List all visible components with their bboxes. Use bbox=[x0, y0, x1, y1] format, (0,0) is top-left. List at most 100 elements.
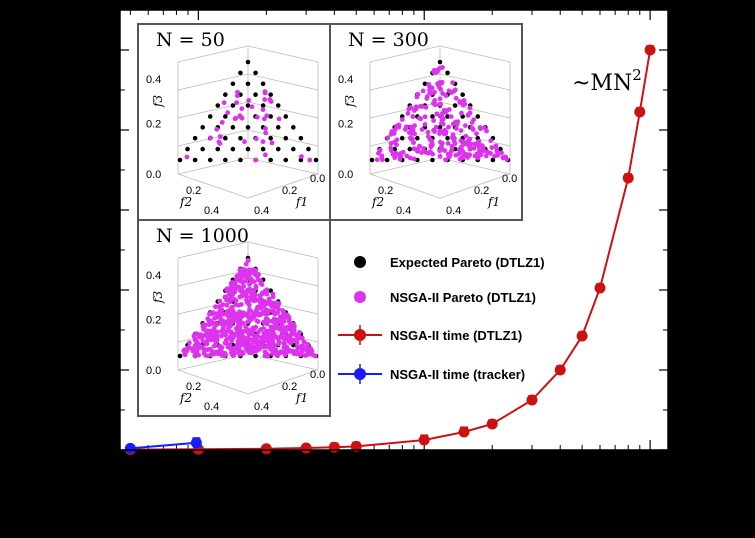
nsga-pareto-point bbox=[282, 315, 287, 321]
inset-z-tick: 0.4 bbox=[146, 270, 161, 282]
inset-3d-box-edge bbox=[177, 241, 249, 259]
expected-pareto-point bbox=[230, 125, 236, 130]
inset-3d-box-edge bbox=[369, 45, 441, 63]
nsga-pareto-point bbox=[221, 100, 227, 106]
nsga-pareto-point bbox=[243, 324, 248, 330]
nsga-pareto-point bbox=[276, 301, 282, 306]
inset-z-tick: 0.0 bbox=[146, 365, 161, 377]
expected-pareto-point bbox=[223, 157, 228, 163]
expected-pareto-point bbox=[223, 92, 228, 97]
inset-z-tick: 0.0 bbox=[146, 169, 161, 181]
inset-z-tick: 0.2 bbox=[146, 119, 161, 131]
nsga-pareto-point bbox=[222, 320, 228, 326]
nsga-pareto-point bbox=[288, 340, 294, 346]
nsga-pareto-point bbox=[437, 153, 443, 159]
nsga-pareto-point bbox=[253, 283, 259, 289]
nsga-pareto-point bbox=[262, 116, 267, 122]
expected-pareto-point bbox=[245, 59, 251, 65]
expected-pareto-point bbox=[238, 157, 243, 163]
expected-pareto-point bbox=[291, 125, 296, 130]
nsga-pareto-point bbox=[421, 146, 426, 151]
nsga-pareto-point bbox=[450, 134, 455, 140]
expected-pareto-point bbox=[230, 81, 236, 87]
nsga-pareto-point bbox=[427, 149, 433, 155]
nsga-pareto-point bbox=[226, 328, 232, 334]
expected-pareto-point bbox=[260, 81, 266, 87]
legend-label: NSGA-II time (tracker) bbox=[390, 367, 525, 382]
nsga-pareto-point bbox=[242, 271, 247, 277]
nsga-pareto-point bbox=[198, 332, 204, 338]
nsga-pareto-point bbox=[192, 353, 198, 359]
x-tick-label-base: 10 bbox=[626, 469, 654, 494]
nsga-pareto-point bbox=[256, 346, 262, 352]
inset-title: N = 300 bbox=[348, 29, 429, 51]
nsga-pareto-point bbox=[437, 113, 443, 119]
nsga-pareto-point bbox=[270, 347, 275, 352]
nsga-pareto-point bbox=[261, 326, 266, 331]
nsga-pareto-point bbox=[290, 348, 295, 354]
expected-pareto-point bbox=[283, 157, 289, 163]
nsga-pareto-point bbox=[225, 110, 231, 116]
nsga-pareto-point bbox=[428, 142, 434, 148]
nsga-pareto-point bbox=[420, 88, 426, 94]
expected-pareto-point bbox=[245, 125, 251, 130]
inset-grid-line bbox=[247, 101, 319, 119]
nsga-pareto-point bbox=[297, 330, 302, 335]
nsga-pareto-point bbox=[228, 288, 233, 294]
nsga-pareto-point bbox=[261, 330, 267, 336]
x-axis-label: Population Size bbox=[294, 494, 514, 527]
nsga-pareto-point bbox=[467, 105, 473, 111]
nsga-pareto-point bbox=[305, 341, 311, 347]
inset-x-tick: 0.0 bbox=[310, 369, 325, 381]
nsga-pareto-point bbox=[185, 345, 191, 351]
expected-pareto-point bbox=[192, 135, 198, 141]
inset-frame bbox=[329, 23, 523, 221]
nsga-pareto-point bbox=[214, 333, 220, 339]
nsga-pareto-point bbox=[276, 339, 282, 345]
nsga-pareto-point bbox=[234, 330, 240, 336]
scaling-annotation: ~MN2 bbox=[572, 66, 642, 96]
nsga-pareto-point bbox=[203, 341, 208, 347]
nsga-pareto-point bbox=[213, 304, 218, 310]
nsga-pareto-point bbox=[262, 299, 267, 304]
nsga-pareto-point bbox=[453, 152, 459, 158]
nsga-pareto-point bbox=[458, 128, 464, 134]
nsga-pareto-point bbox=[276, 325, 281, 331]
inset-z-tick: 0.2 bbox=[338, 119, 353, 131]
nsga-pareto-point bbox=[299, 154, 304, 159]
nsga-pareto-point bbox=[191, 333, 197, 339]
nsga-pareto-point bbox=[454, 121, 460, 127]
nsga-pareto-point bbox=[393, 150, 399, 156]
nsga-pareto-point bbox=[493, 143, 499, 149]
nsga-pareto-point bbox=[267, 97, 273, 102]
expected-pareto-point bbox=[223, 114, 228, 119]
nsga-pareto-point bbox=[213, 322, 219, 328]
nsga-pareto-point bbox=[246, 98, 252, 103]
inset-3d-box-edge bbox=[247, 45, 319, 63]
nsga-pareto-point bbox=[282, 325, 288, 331]
legend-marker bbox=[354, 329, 366, 341]
inset-z-label: f3 bbox=[343, 95, 357, 108]
expected-pareto-point bbox=[445, 135, 450, 141]
nsga-pareto-point bbox=[280, 308, 286, 313]
nsga-pareto-point bbox=[196, 352, 202, 358]
inset-y-tick: 0.4 bbox=[204, 205, 219, 217]
nsga-pareto-point bbox=[450, 121, 456, 127]
nsga-pareto-point bbox=[446, 107, 452, 112]
series-line bbox=[130, 441, 197, 450]
data-point bbox=[644, 44, 656, 56]
inset-z-tick: 0.0 bbox=[338, 169, 353, 181]
nsga-pareto-point bbox=[217, 298, 223, 304]
nsga-pareto-point bbox=[483, 153, 489, 159]
nsga-pareto-point bbox=[262, 97, 268, 102]
nsga-pareto-point bbox=[419, 150, 424, 156]
expected-pareto-point bbox=[215, 103, 221, 108]
inset-grid-line bbox=[177, 129, 249, 147]
expected-pareto-point bbox=[268, 157, 273, 163]
expected-pareto-point bbox=[253, 70, 258, 76]
nsga-pareto-point bbox=[260, 107, 266, 113]
nsga-pareto-point bbox=[238, 315, 244, 320]
expected-pareto-point bbox=[230, 146, 236, 152]
